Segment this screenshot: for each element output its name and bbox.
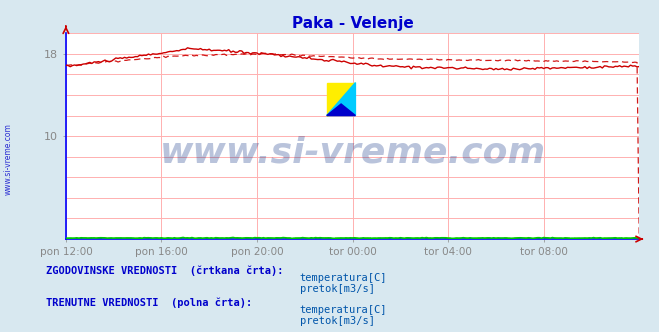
Text: pretok[m3/s]: pretok[m3/s] — [300, 284, 375, 294]
Polygon shape — [327, 104, 355, 116]
Polygon shape — [327, 83, 355, 116]
Text: TRENUTNE VREDNOSTI  (polna črta):: TRENUTNE VREDNOSTI (polna črta): — [46, 297, 252, 308]
Title: Paka - Velenje: Paka - Velenje — [292, 16, 413, 31]
Text: ZGODOVINSKE VREDNOSTI  (črtkana črta):: ZGODOVINSKE VREDNOSTI (črtkana črta): — [46, 265, 283, 276]
Text: www.si-vreme.com: www.si-vreme.com — [159, 135, 546, 170]
Text: www.si-vreme.com: www.si-vreme.com — [4, 124, 13, 195]
Polygon shape — [327, 83, 355, 116]
Text: pretok[m3/s]: pretok[m3/s] — [300, 316, 375, 326]
Text: temperatura[C]: temperatura[C] — [300, 305, 387, 315]
Text: temperatura[C]: temperatura[C] — [300, 273, 387, 283]
